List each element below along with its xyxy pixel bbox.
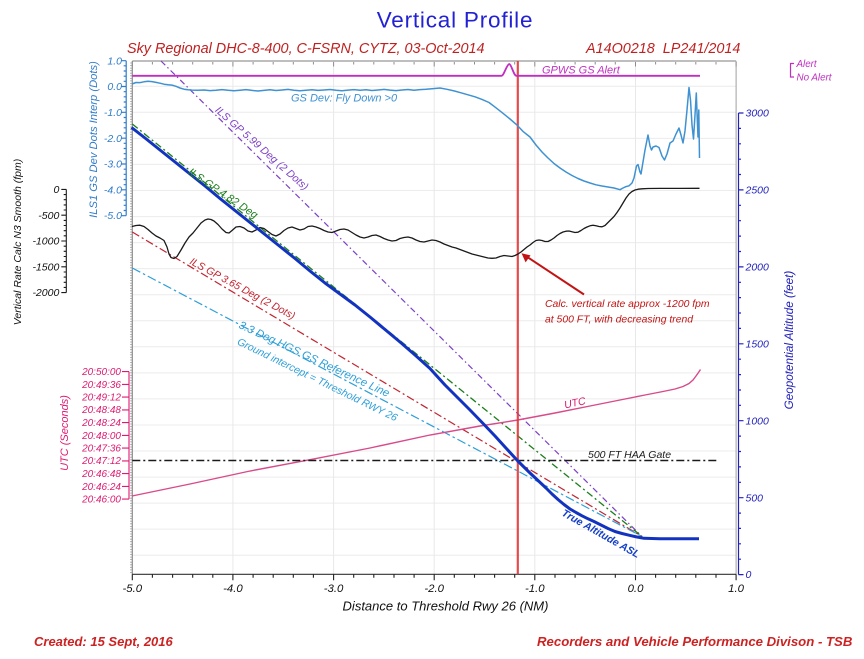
svg-text:20:49:36: 20:49:36 (81, 380, 121, 391)
svg-text:Alert: Alert (796, 59, 818, 70)
svg-text:Geopotential Altitude (feet): Geopotential Altitude (feet) (783, 271, 796, 410)
svg-text:Recorders and Vehicle Performa: Recorders and Vehicle Performance Diviso… (537, 634, 853, 649)
svg-text:GPWS GS Alert: GPWS GS Alert (542, 65, 621, 77)
svg-text:-1500: -1500 (32, 261, 59, 273)
svg-text:0: 0 (53, 184, 59, 196)
svg-text:-1.0: -1.0 (525, 583, 545, 595)
svg-text:-1000: -1000 (32, 236, 59, 248)
svg-text:20:46:48: 20:46:48 (81, 469, 121, 480)
svg-text:UTC (Seconds): UTC (Seconds) (59, 395, 71, 471)
svg-text:Vertical Profile: Vertical Profile (377, 8, 534, 33)
svg-text:1500: 1500 (746, 338, 770, 350)
svg-text:20:48:48: 20:48:48 (81, 405, 121, 416)
svg-text:Created: 15 Sept, 2016: Created: 15 Sept, 2016 (34, 634, 174, 649)
svg-text:500 FT HAA Gate: 500 FT HAA Gate (588, 449, 671, 461)
svg-text:20:48:24: 20:48:24 (81, 418, 121, 429)
svg-text:0.0: 0.0 (628, 583, 644, 595)
svg-text:-5.0: -5.0 (104, 210, 122, 222)
svg-text:UTC: UTC (563, 395, 587, 411)
svg-text:500: 500 (746, 492, 764, 504)
svg-text:-1.0: -1.0 (104, 107, 122, 119)
svg-text:GS Dev: Fly Down >0: GS Dev: Fly Down >0 (291, 93, 398, 105)
svg-text:0.0: 0.0 (107, 81, 122, 93)
svg-text:2000: 2000 (745, 262, 770, 274)
svg-text:1.0: 1.0 (107, 55, 122, 67)
svg-text:20:49:12: 20:49:12 (81, 393, 121, 404)
svg-text:1000: 1000 (746, 415, 770, 427)
svg-text:-3.0: -3.0 (324, 583, 344, 595)
svg-text:-500: -500 (38, 210, 59, 222)
svg-text:Sky Regional DHC-8-400, C-FSRN: Sky Regional DHC-8-400, C-FSRN, CYTZ, 03… (127, 41, 484, 57)
svg-text:No Alert: No Alert (797, 73, 833, 84)
svg-text:20:48:00: 20:48:00 (81, 431, 121, 442)
svg-text:Vertical Rate Calc N3 Smooth (: Vertical Rate Calc N3 Smooth (fpm) (12, 159, 24, 326)
svg-text:20:50:00: 20:50:00 (81, 367, 121, 378)
svg-text:A14O0218 LP241/2014: A14O0218 LP241/2014 (585, 41, 740, 57)
svg-text:-4.0: -4.0 (104, 184, 122, 196)
svg-text:20:46:00: 20:46:00 (81, 495, 121, 506)
svg-text:3000: 3000 (746, 108, 770, 120)
svg-text:2500: 2500 (745, 185, 770, 197)
svg-text:-2.0: -2.0 (424, 583, 444, 595)
svg-text:20:47:12: 20:47:12 (81, 456, 121, 467)
svg-text:1.0: 1.0 (728, 583, 744, 595)
svg-text:-5.0: -5.0 (122, 583, 142, 595)
svg-text:ILS1 GS Dev Dots Interp (Dots): ILS1 GS Dev Dots Interp (Dots) (88, 61, 100, 218)
svg-text:at 500 FT, with decreasing tre: at 500 FT, with decreasing trend (545, 315, 694, 326)
svg-text:-2.0: -2.0 (104, 133, 122, 145)
svg-text:-4.0: -4.0 (223, 583, 243, 595)
svg-text:20:46:24: 20:46:24 (81, 482, 121, 493)
svg-text:Distance to Threshold Rwy 26 (: Distance to Threshold Rwy 26 (NM) (343, 599, 549, 614)
svg-text:-2000: -2000 (32, 287, 59, 299)
svg-text:-3.0: -3.0 (104, 159, 122, 171)
svg-text:0: 0 (746, 569, 752, 581)
svg-text:Calc. vertical rate approx -12: Calc. vertical rate approx -1200 fpm (545, 299, 710, 310)
svg-text:20:47:36: 20:47:36 (81, 444, 121, 455)
